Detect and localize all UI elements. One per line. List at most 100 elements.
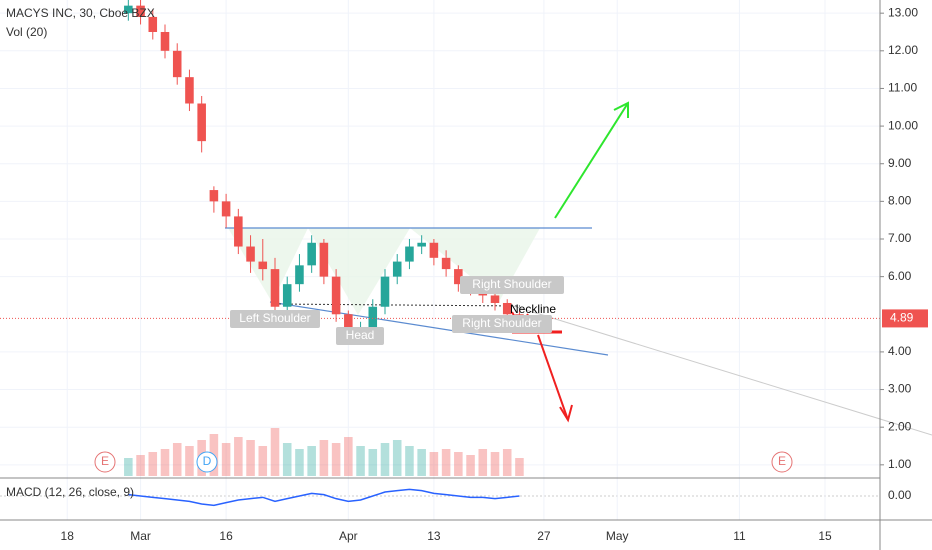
head-shade <box>308 228 410 315</box>
y-tick-label: 8.00 <box>888 194 912 208</box>
macd-label: MACD (12, 26, close, 9) <box>6 485 134 499</box>
volume-bar <box>136 455 145 476</box>
last-price-box <box>882 309 928 328</box>
x-tick-label: Apr <box>339 529 358 543</box>
volume-bar <box>124 458 133 476</box>
support-line <box>274 303 521 307</box>
macd-line <box>128 488 520 507</box>
volume-bar <box>270 428 280 476</box>
y-tick-label: 10.00 <box>888 118 918 132</box>
grid <box>0 0 880 520</box>
y-tick-label: 11.00 <box>888 81 917 95</box>
annotation-box <box>230 310 320 328</box>
x-tick-label: 27 <box>537 529 551 543</box>
volume-bar <box>356 446 365 476</box>
candle-body <box>234 216 243 247</box>
volume-bar <box>258 446 268 476</box>
candle-body <box>344 314 353 330</box>
volume-bar <box>502 449 512 476</box>
candle-body <box>295 265 304 285</box>
x-tick-label: May <box>606 529 629 543</box>
volume-bar <box>515 458 524 476</box>
shoulder-shade <box>228 228 308 302</box>
volume-bar <box>246 440 255 476</box>
annotation: Neckline <box>510 302 556 316</box>
x-tick-label: 15 <box>818 529 832 543</box>
event-marker[interactable] <box>94 451 116 473</box>
volume-bar <box>429 452 439 476</box>
macd-tick-label: 0.00 <box>888 488 912 502</box>
volume-bar <box>307 446 316 476</box>
event-marker[interactable] <box>196 451 218 473</box>
candle-body <box>209 190 219 202</box>
volume-bar <box>295 449 304 476</box>
annotation: Head <box>346 328 375 342</box>
volume-label: Vol (20) <box>6 25 47 39</box>
y-tick-label: 3.00 <box>888 382 912 396</box>
up-arrow <box>554 102 629 219</box>
candle-body <box>160 31 170 51</box>
x-tick-label: 11 <box>733 529 746 543</box>
candle-body <box>380 276 390 307</box>
candle-body <box>502 302 512 315</box>
candle-body <box>490 295 500 303</box>
volume-bar <box>392 440 402 476</box>
volume-bar <box>380 443 390 476</box>
volume-bar <box>148 452 158 476</box>
candle-body <box>124 5 133 14</box>
y-tick-label: 2.00 <box>888 419 912 433</box>
candle-body <box>331 276 341 315</box>
y-tick-label: 7.00 <box>888 231 912 245</box>
volume-bar <box>319 440 329 476</box>
volume-bar <box>282 443 292 476</box>
volume-bar <box>454 452 463 476</box>
volume-bar <box>172 443 182 476</box>
candle-body <box>197 103 206 142</box>
annotation-box <box>452 315 552 333</box>
candle-body <box>136 5 145 17</box>
candle-body <box>319 242 329 277</box>
candle-body <box>270 269 280 307</box>
volume-bar <box>185 446 194 476</box>
chart-title: MACYS INC, 30, Cboe BZX <box>6 6 155 20</box>
x-tick-label: 13 <box>427 529 441 543</box>
annotation-box <box>336 327 384 345</box>
volume-bar <box>160 449 170 476</box>
candle-body <box>246 246 255 262</box>
volume-bar <box>331 443 341 476</box>
volume-bar <box>234 437 243 476</box>
candle-body <box>429 242 439 258</box>
candle-body <box>282 284 292 307</box>
y-tick-label: 1.00 <box>888 457 912 471</box>
candle-body <box>392 261 402 277</box>
candle-body <box>185 77 194 104</box>
volume-bar <box>478 449 488 476</box>
x-tick-label: 16 <box>219 529 233 543</box>
y-tick-label: 6.00 <box>888 269 912 283</box>
y-tick-label: 4.00 <box>888 344 912 358</box>
up-arrow-head <box>613 101 629 118</box>
event-marker[interactable] <box>771 451 793 473</box>
last-price-label: 4.89 <box>890 311 914 325</box>
annotation-box <box>460 276 564 294</box>
candle-body <box>417 242 426 247</box>
candle-body <box>258 261 268 270</box>
volume-bar <box>405 446 414 476</box>
candle-body <box>148 16 158 32</box>
y-tick-label: 9.00 <box>888 156 912 170</box>
candle-body <box>221 201 231 217</box>
candle-body <box>307 242 316 266</box>
annotation: Left Shoulder <box>239 311 310 325</box>
candle-body <box>454 269 463 285</box>
volume-bar <box>368 449 378 476</box>
marks <box>0 0 880 507</box>
y-tick-label: 12.00 <box>888 43 918 57</box>
volume-bar <box>441 449 451 476</box>
y-tick-label: 13.00 <box>888 5 918 19</box>
x-tick-label: 18 <box>61 529 75 543</box>
neckline <box>269 301 609 356</box>
volume-bar <box>221 443 231 476</box>
event-label: E <box>101 454 109 468</box>
candle-body <box>405 246 414 262</box>
candle-body <box>441 257 451 270</box>
